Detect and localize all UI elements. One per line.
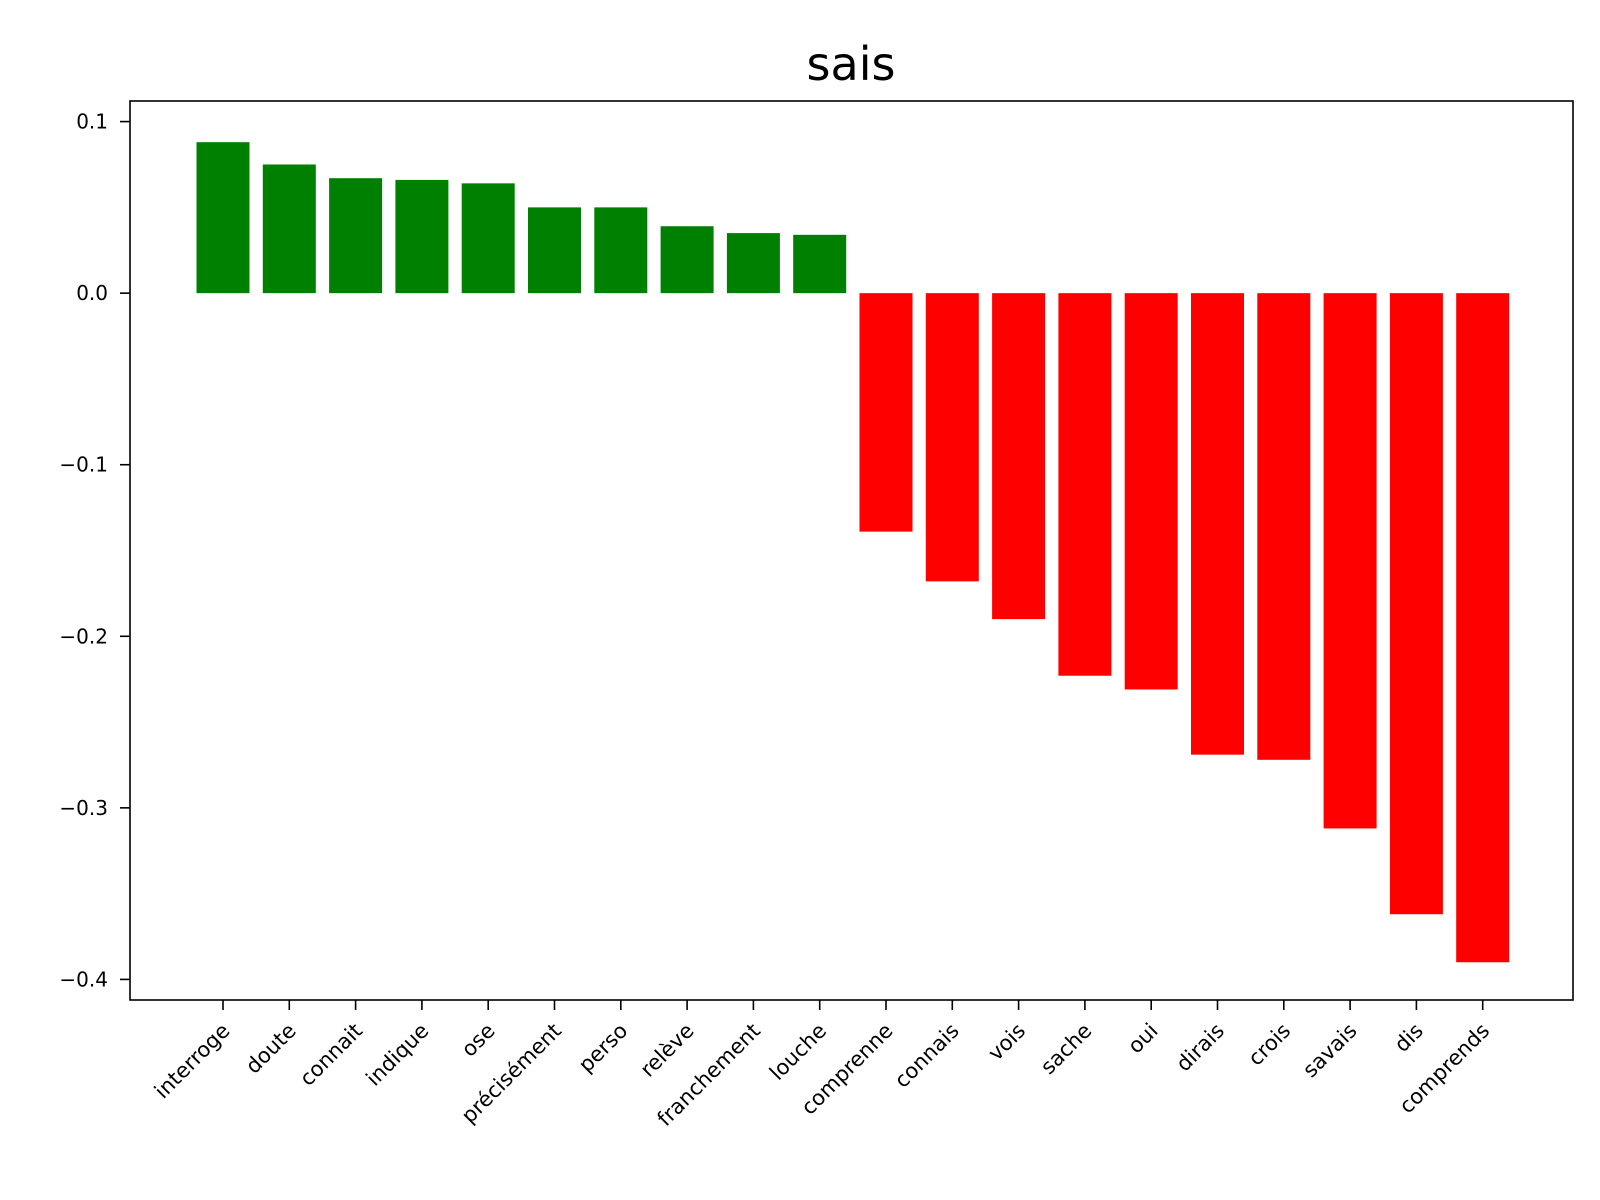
y-tick-label: −0.1 (59, 453, 108, 477)
bar-relève (660, 226, 714, 294)
bar-crois (1257, 293, 1311, 760)
x-tick-label: indique (361, 1019, 433, 1091)
x-tick-label: doute (241, 1019, 301, 1079)
x-tick-label: perso (574, 1019, 632, 1077)
bar-franchement (726, 233, 780, 294)
bar-ose (461, 183, 515, 294)
bar-louche (793, 234, 847, 294)
y-tick-label: −0.3 (59, 796, 108, 820)
bars-group (196, 142, 1510, 963)
x-tick-label: louche (765, 1019, 831, 1085)
y-tick-label: −0.2 (59, 624, 108, 648)
bar-perso (594, 207, 648, 294)
bar-oui (1124, 293, 1178, 690)
x-tick-label: vois (983, 1019, 1030, 1066)
x-tick-label: oui (1123, 1019, 1163, 1059)
bar-sache (1058, 293, 1112, 676)
bar-dirais (1191, 293, 1244, 755)
x-tick-label: savais (1298, 1019, 1362, 1083)
x-tick-label: relève (636, 1019, 699, 1082)
y-tick-label: 0.0 (76, 281, 108, 305)
bar-dis (1389, 293, 1443, 915)
bar-interroge (196, 142, 250, 294)
x-tick-label: connait (295, 1019, 367, 1091)
x-tick-label: dis (1390, 1019, 1428, 1057)
bar-savais (1323, 293, 1377, 829)
y-tick-label: −0.4 (59, 967, 108, 991)
bar-indique (395, 179, 449, 294)
bar-comprenne (859, 293, 913, 532)
bar-comprends (1456, 293, 1510, 963)
x-tick-label: connais (890, 1019, 964, 1093)
x-tick-label: interroge (150, 1019, 235, 1104)
y-tick-label: 0.1 (76, 110, 108, 134)
x-tick-label: sache (1036, 1019, 1097, 1080)
bar-connait (329, 178, 383, 294)
x-tick-label: dirais (1171, 1019, 1229, 1077)
x-tick-label: crois (1243, 1019, 1295, 1071)
bar-vois (992, 293, 1046, 620)
plot-frame (129, 100, 1574, 1001)
x-tick-label: ose (457, 1019, 500, 1062)
chart-title: sais (807, 37, 896, 91)
bar-doute (262, 164, 316, 294)
bar-connais (925, 293, 979, 582)
bar-précisément (528, 207, 581, 294)
y-axis: 0.1 0.0 −0.1 −0.2 −0.3 −0.4 (59, 110, 130, 991)
